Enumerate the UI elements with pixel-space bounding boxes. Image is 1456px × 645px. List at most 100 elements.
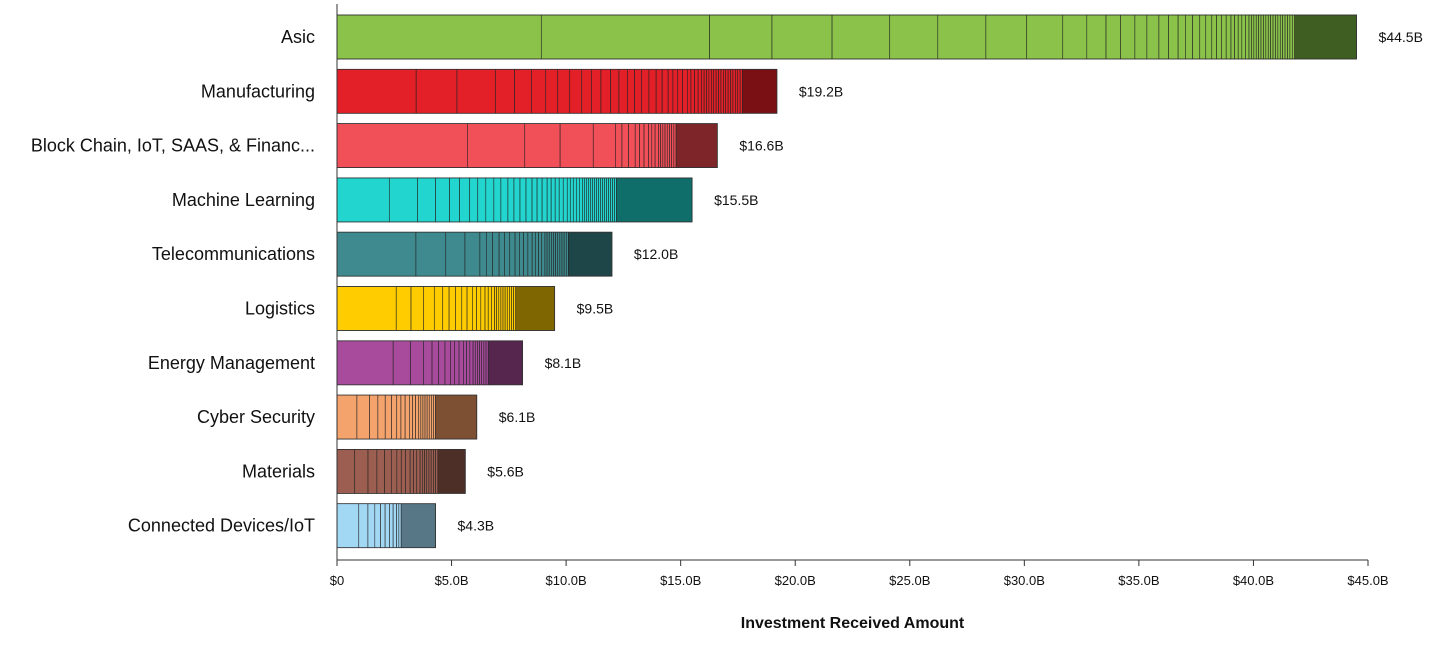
- bar-segment[interactable]: [392, 503, 397, 549]
- bar-segment[interactable]: [1062, 14, 1088, 60]
- bar-segment[interactable]: [431, 394, 434, 440]
- bar-segment[interactable]: [1241, 14, 1246, 60]
- bar-segment[interactable]: [467, 123, 526, 168]
- bar-segment[interactable]: [739, 69, 743, 114]
- bar-segment[interactable]: [413, 449, 418, 494]
- bar-segment[interactable]: [643, 123, 649, 168]
- bar-segment[interactable]: [466, 340, 471, 386]
- bar-segment[interactable]: [435, 177, 450, 223]
- bar-segment[interactable]: [498, 286, 502, 331]
- bar-segment[interactable]: [438, 340, 446, 386]
- bar-segment[interactable]: [569, 177, 574, 223]
- bar-segment[interactable]: [391, 394, 398, 440]
- bar-segment[interactable]: [1026, 14, 1064, 60]
- bar-segment[interactable]: [507, 177, 515, 223]
- bar-segment[interactable]: [415, 69, 458, 114]
- bar-segment[interactable]: [559, 123, 594, 168]
- bar-segment[interactable]: [336, 231, 417, 277]
- bar-segment[interactable]: [1248, 14, 1252, 60]
- bar-segment[interactable]: [1134, 14, 1148, 60]
- bar-segment[interactable]: [481, 340, 485, 386]
- bar-segment[interactable]: [367, 449, 378, 494]
- bar-segment[interactable]: [641, 69, 650, 114]
- bar-segment[interactable]: [496, 286, 500, 331]
- bar-segment[interactable]: [610, 69, 620, 114]
- bar-segment[interactable]: [405, 449, 411, 494]
- bar-segment[interactable]: [1105, 14, 1121, 60]
- bar-segment[interactable]: [336, 177, 390, 223]
- bar-segment[interactable]: [541, 231, 546, 277]
- bar-segment[interactable]: [519, 177, 527, 223]
- bar-segment[interactable]: [677, 69, 683, 114]
- bar-segment[interactable]: [410, 286, 425, 331]
- bar-segment[interactable]: [608, 177, 611, 223]
- bar-segment[interactable]: [400, 449, 406, 494]
- bar-segment[interactable]: [600, 177, 603, 223]
- bar-segment[interactable]: [1168, 14, 1179, 60]
- bar-segment[interactable]: [483, 340, 487, 386]
- bar-segment[interactable]: [428, 394, 432, 440]
- bar-segment[interactable]: [610, 177, 613, 223]
- bar-segment[interactable]: [433, 286, 444, 331]
- bar-segment[interactable]: [697, 69, 703, 114]
- bar-segment[interactable]: [485, 340, 489, 386]
- bar-segment[interactable]: [384, 503, 390, 549]
- bar-segment[interactable]: [531, 231, 536, 277]
- bar-segment[interactable]: [1216, 14, 1222, 60]
- bar-segment[interactable]: [502, 286, 506, 331]
- bar-segment[interactable]: [1221, 14, 1227, 60]
- bar-segment[interactable]: [662, 123, 666, 168]
- bar-segment[interactable]: [410, 340, 424, 386]
- bar-segment[interactable]: [1253, 14, 1257, 60]
- bar-segment[interactable]: [472, 286, 477, 331]
- bar-segment[interactable]: [709, 14, 773, 60]
- bar-segment[interactable]: [466, 286, 473, 331]
- bar-segment[interactable]: [456, 69, 496, 114]
- bar-segment[interactable]: [718, 69, 722, 114]
- bar-segment[interactable]: [479, 340, 483, 386]
- bar-segment[interactable]: [732, 69, 736, 114]
- bar-segment[interactable]: [1275, 14, 1279, 60]
- bar-segment[interactable]: [384, 449, 392, 494]
- bar-segment[interactable]: [1282, 14, 1286, 60]
- bar-segment[interactable]: [546, 231, 550, 277]
- bar-segment[interactable]: [561, 231, 565, 277]
- bar-segment[interactable]: [416, 449, 421, 494]
- bar-segment-tail[interactable]: [742, 69, 778, 114]
- bar-segment[interactable]: [1287, 14, 1291, 60]
- bar-segment[interactable]: [557, 69, 571, 114]
- bar-segment[interactable]: [660, 123, 664, 168]
- bar-segment[interactable]: [703, 69, 707, 114]
- bar-segment[interactable]: [463, 340, 467, 386]
- bar-segment[interactable]: [628, 123, 636, 168]
- bar-segment[interactable]: [538, 231, 543, 277]
- bar-segment[interactable]: [336, 449, 356, 494]
- bar-segment[interactable]: [1245, 14, 1250, 60]
- bar-segment[interactable]: [651, 123, 656, 168]
- bar-segment[interactable]: [377, 394, 386, 440]
- bar-segment[interactable]: [1234, 14, 1239, 60]
- bar-segment[interactable]: [602, 177, 605, 223]
- bar-segment[interactable]: [1251, 14, 1255, 60]
- bar-segment[interactable]: [592, 123, 616, 168]
- bar-segment[interactable]: [504, 286, 508, 331]
- bar-segment[interactable]: [544, 231, 548, 277]
- bar-segment[interactable]: [1265, 14, 1269, 60]
- bar-segment[interactable]: [551, 231, 554, 277]
- bar-segment[interactable]: [596, 177, 599, 223]
- bar-segment[interactable]: [384, 394, 392, 440]
- bar-segment[interactable]: [392, 340, 411, 386]
- bar-segment[interactable]: [484, 286, 489, 331]
- bar-segment[interactable]: [509, 231, 516, 277]
- bar-segment[interactable]: [715, 69, 719, 114]
- bar-segment-tail[interactable]: [437, 449, 466, 494]
- bar-segment[interactable]: [614, 177, 617, 223]
- bar-segment[interactable]: [396, 449, 402, 494]
- bar-segment[interactable]: [612, 177, 615, 223]
- bar-segment-tail[interactable]: [675, 123, 718, 168]
- bar-segment[interactable]: [1267, 14, 1271, 60]
- bar-segment[interactable]: [472, 340, 476, 386]
- bar-segment[interactable]: [621, 123, 629, 168]
- bar-segment[interactable]: [1225, 14, 1232, 60]
- bar-segment[interactable]: [356, 394, 370, 440]
